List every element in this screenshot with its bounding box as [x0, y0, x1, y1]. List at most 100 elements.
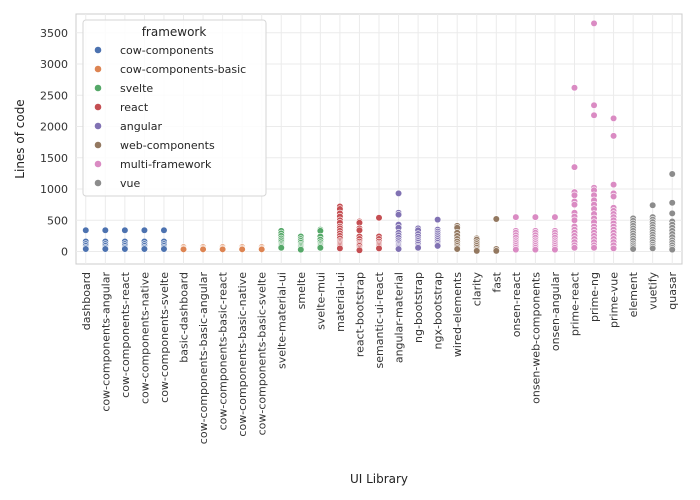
x-tick-label: onsen-web-components [529, 272, 542, 404]
x-tick-label: fast [490, 271, 503, 292]
legend-entry: react [120, 101, 149, 114]
legend: framework cow-components cow-components-b… [82, 19, 267, 197]
y-tick-label: 0 [61, 246, 68, 259]
legend-marker [94, 141, 102, 149]
x-tick-label: cow-components-basic-svelte [256, 272, 269, 436]
x-tick-label: react-bootstrap [353, 272, 366, 357]
data-point [375, 244, 383, 252]
data-point [453, 245, 461, 253]
data-point [590, 19, 598, 27]
data-point [570, 84, 579, 92]
data-point [668, 199, 676, 207]
data-point [531, 213, 539, 221]
data-point [668, 246, 676, 254]
legend-title: framework [142, 25, 207, 39]
x-tick-label: svelte-material-ui [275, 272, 288, 369]
data-point [668, 209, 676, 217]
data-point [570, 244, 579, 252]
legend-box [82, 19, 267, 197]
x-tick-label: ng-bootstrap [412, 272, 425, 343]
data-point [375, 214, 383, 222]
data-point [512, 213, 520, 221]
x-tick-label: cow-components-basic-native [236, 272, 249, 437]
x-tick-label: angular-material [393, 272, 406, 363]
data-point [160, 245, 168, 253]
x-tick-label: clarity [471, 272, 484, 307]
legend-marker [94, 46, 102, 54]
data-point [434, 216, 442, 224]
x-tick-label: vuetify [647, 272, 660, 310]
x-tick-label: prime-vue [608, 272, 621, 328]
data-point [179, 245, 188, 253]
y-axis-label: Lines of code [13, 99, 27, 178]
data-point [82, 226, 90, 234]
x-tick-label: svelte-mui [314, 272, 327, 330]
x-tick-label: semantic-ui-react [373, 271, 386, 368]
data-point [551, 246, 559, 254]
x-tick-label: ngx-bootstrap [432, 272, 445, 349]
x-tick-label: cow-components-basic-angular [197, 272, 210, 445]
data-point [609, 132, 618, 140]
data-point [140, 245, 149, 253]
data-point [140, 226, 149, 234]
x-tick-label: dashboard [80, 272, 93, 330]
data-point [82, 245, 90, 253]
legend-marker [94, 65, 102, 73]
data-point [512, 246, 520, 254]
data-point [121, 226, 129, 234]
data-point [649, 244, 657, 252]
x-tick-label: cow-components-basic-react [217, 271, 230, 430]
legend-marker [94, 84, 102, 92]
y-tick-label: 3500 [40, 27, 68, 40]
data-point [531, 246, 539, 254]
legend-entry: web-components [120, 139, 215, 152]
x-tick-label: material-ui [334, 272, 347, 332]
legend-marker [94, 122, 102, 130]
data-point [336, 244, 344, 252]
data-point [277, 244, 285, 252]
data-point [590, 244, 598, 252]
data-point [609, 181, 618, 189]
data-point [160, 226, 168, 234]
data-point [668, 170, 676, 178]
x-axis-label: UI Library [350, 472, 408, 486]
y-tick-label: 2000 [40, 121, 68, 134]
data-point [629, 245, 637, 253]
data-point [492, 215, 500, 223]
data-point [101, 226, 109, 234]
legend-marker [94, 160, 102, 168]
legend-marker [94, 179, 102, 187]
legend-entry: cow-components-basic [120, 63, 246, 76]
data-point [219, 245, 227, 253]
data-point [355, 226, 364, 234]
y-tick-label: 2500 [40, 89, 68, 102]
data-point [297, 246, 305, 254]
x-tick-label: cow-components-angular [99, 272, 112, 412]
data-point [101, 245, 109, 253]
data-point [492, 247, 500, 255]
legend-entry: svelte [120, 82, 153, 95]
legend-entry: vue [120, 177, 140, 190]
x-tick-label: basic-dashboard [178, 272, 191, 363]
data-points [82, 19, 676, 255]
x-tick-labels: dashboard cow-components-angular cow-compo… [80, 271, 679, 444]
data-point [238, 245, 246, 253]
x-tick-label: quasar [666, 272, 679, 310]
data-point [355, 246, 364, 254]
data-point [434, 242, 442, 250]
data-point [609, 244, 618, 252]
y-tick-labels: 0 500 1000 1500 2000 2500 3000 3500 [40, 27, 68, 259]
x-tick-label: prime-ng [588, 272, 601, 322]
x-tick-label: onsen-angular [549, 272, 562, 352]
data-point [590, 111, 598, 119]
data-point [394, 211, 403, 219]
data-point [394, 189, 403, 197]
data-point [570, 163, 579, 171]
data-point [394, 245, 403, 253]
legend-entry: angular [120, 120, 162, 133]
y-tick-label: 3000 [40, 58, 68, 71]
x-tick-label: smelte [295, 272, 308, 310]
y-tick-label: 1500 [40, 152, 68, 165]
x-tick-label: wired-elements [451, 272, 464, 357]
data-point [609, 114, 618, 122]
